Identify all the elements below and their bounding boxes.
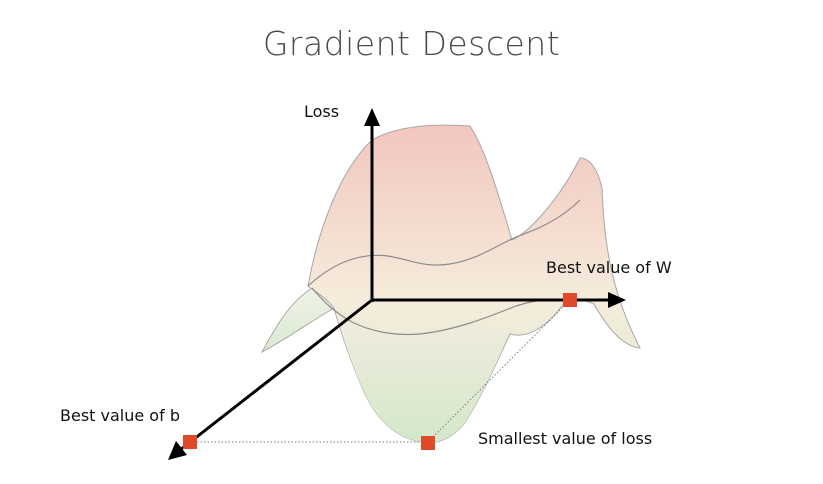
guide-lines (190, 299, 571, 443)
loss-axis-arrowhead (364, 108, 380, 126)
diagram-title: Gradient Descent (262, 24, 561, 63)
min-loss-marker (421, 436, 435, 450)
best-w-marker (563, 293, 577, 307)
markers (183, 293, 577, 450)
b-axis (179, 298, 373, 452)
surface-valley (336, 314, 510, 443)
surface-contour-upper (307, 199, 581, 287)
w-axis-arrowhead (608, 292, 626, 308)
surface-contour-lower (311, 287, 571, 336)
loss-axis-label: Loss (304, 102, 340, 121)
smallest-loss-label: Smallest value of loss (478, 429, 653, 448)
best-b-marker (183, 435, 197, 449)
b-axis-arrowhead (168, 441, 187, 460)
best-b-label: Best value of b (60, 406, 180, 425)
loss-surface (260, 124, 641, 443)
best-w-label: Best value of W (546, 258, 672, 277)
